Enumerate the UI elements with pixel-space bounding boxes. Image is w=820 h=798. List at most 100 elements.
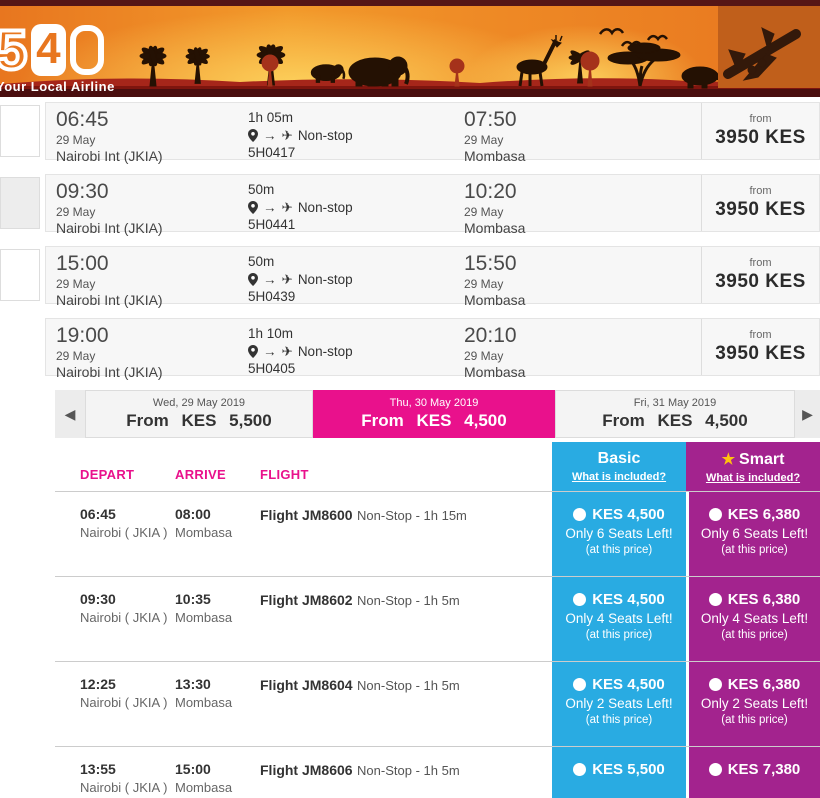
duration-text: 50m [248, 254, 275, 269]
logo-digit-5: 5 [0, 18, 29, 81]
departure-date: 29 May [56, 133, 96, 148]
prev-date-button[interactable]: ◀ [55, 390, 85, 438]
chevron-left-icon: ◀ [64, 405, 76, 422]
date-tab-wed-29-may[interactable]: Wed, 29 May 2019 From KES 5,500 [85, 390, 313, 438]
logo-digit-0: 0 [69, 25, 104, 75]
basic-fare-header: Basic What is included? [552, 442, 686, 491]
flight-cell: Flight JM8604 Non-Stop - 1h 5m [260, 662, 552, 746]
flight-number: 5H0405 [248, 361, 296, 377]
smart-what-is-included-link[interactable]: What is included? [705, 471, 801, 484]
from-label: from [749, 257, 772, 269]
price-amount: 3950 KES [715, 199, 806, 220]
fare-radio-button[interactable] [708, 763, 722, 776]
date-carousel: ◀ Wed, 29 May 2019 From KES 5,500 Thu, 3… [55, 390, 820, 438]
departure-date: 29 May [56, 277, 96, 292]
plane-icon: ✈ [281, 199, 293, 215]
duration-block: 50m → ✈ Non-stop 5H0441 [248, 181, 353, 234]
from-label: from [749, 329, 772, 341]
duration-text: 1h 05m [248, 110, 294, 125]
date-tab-thu-30-may-selected[interactable]: Thu, 30 May 2019 From KES 4,500 [313, 390, 555, 438]
stops-text: Non-stop [297, 343, 353, 359]
basic-fare-option[interactable]: KES 4,500 Only 4 Seats Left! (at this pr… [552, 577, 686, 661]
flight-card[interactable]: 19:00 29 May Nairobi Int (JKIA) 1h 10m →… [45, 318, 820, 380]
flying-birds-icon [598, 28, 668, 48]
arrival-block: 10:20 29 May Mombasa [464, 179, 525, 238]
acacia-tree-icon [607, 42, 681, 87]
fare-radio-button[interactable] [573, 508, 587, 521]
basic-fare-option[interactable]: KES 4,500 Only 2 Seats Left! (at this pr… [552, 662, 686, 746]
price-block[interactable]: from 3950 KES [701, 247, 819, 303]
basic-fare-option[interactable]: KES 5,500 [552, 747, 686, 798]
airline-logo-box [0, 177, 40, 229]
price-note: (at this price) [585, 544, 653, 556]
arrival-date: 29 May [464, 349, 504, 364]
arrival-airport: Mombasa [464, 220, 526, 237]
departure-time: 15:00 [56, 252, 109, 275]
fare-table: DEPART ARRIVE FLIGHT Basic What is inclu… [55, 442, 820, 798]
arrive-column-header: ARRIVE [175, 467, 226, 482]
tab-date: Wed, 29 May 2019 [152, 396, 246, 409]
arrival-time: 20:10 [464, 324, 517, 347]
seats-left-text: Only 6 Seats Left! [700, 526, 809, 541]
price-block[interactable]: from 3950 KES [701, 319, 819, 375]
from-label: from [749, 185, 772, 197]
flight-card[interactable]: 06:45 29 May Nairobi Int (JKIA) 1h 05m →… [45, 102, 820, 164]
fare-radio-button[interactable] [708, 508, 722, 521]
price-note: (at this price) [585, 629, 653, 641]
banner-header: 5 4 0 Your Local Airline [0, 0, 820, 97]
safari-sunset-banner [0, 0, 820, 97]
fare-radio-button[interactable] [708, 678, 722, 691]
smart-fare-option[interactable]: KES 6,380 Only 2 Seats Left! (at this pr… [686, 662, 820, 746]
fare-radio-button[interactable] [573, 763, 587, 776]
plane-icon: ✈ [281, 127, 293, 143]
basic-fare-option[interactable]: KES 4,500 Only 6 Seats Left! (at this pr… [552, 492, 686, 576]
airline-logo-slot [0, 102, 45, 160]
duration-block: 1h 05m → ✈ Non-stop 5H0417 [248, 109, 353, 162]
stops-text: Non-stop [297, 127, 353, 143]
price-block[interactable]: from 3950 KES [701, 175, 819, 231]
elephant-icon [348, 56, 410, 87]
plane-icon: ✈ [281, 343, 293, 359]
arrival-airport: Mombasa [464, 364, 526, 381]
arrive-cell: 15:00 Mombasa [175, 761, 233, 796]
flight-code: Flight JM8600 [260, 507, 353, 523]
flight-code: Flight JM8604 [260, 677, 353, 693]
bottom-bar [0, 89, 820, 97]
flight-code: Flight JM8602 [260, 592, 353, 608]
date-tab-fri-31-may[interactable]: Fri, 31 May 2019 From KES 4,500 [555, 390, 795, 438]
palm-tree-icon [185, 47, 210, 84]
next-date-button[interactable]: ▶ [795, 390, 820, 438]
depart-cell: 06:45 Nairobi ( JKIA ) [80, 506, 168, 541]
depart-cell: 09:30 Nairobi ( JKIA ) [80, 591, 168, 626]
map-pin-icon [248, 128, 258, 142]
flight-card[interactable]: 15:00 29 May Nairobi Int (JKIA) 50m → ✈ … [45, 246, 820, 308]
map-pin-icon [248, 200, 258, 214]
airline-logo-slot [0, 174, 45, 232]
arrival-airport: Mombasa [464, 292, 526, 309]
smart-label: ★ Smart [721, 450, 785, 468]
smart-fare-option[interactable]: KES 6,380 Only 4 Seats Left! (at this pr… [686, 577, 820, 661]
flight-card[interactable]: 09:30 29 May Nairobi Int (JKIA) 50m → ✈ … [45, 174, 820, 236]
fare-radio-button[interactable] [573, 593, 587, 606]
fare-table-row: 06:45 Nairobi ( JKIA ) 08:00 Mombasa Fli… [55, 492, 820, 577]
flight-result-row: 06:45 29 May Nairobi Int (JKIA) 1h 05m →… [0, 102, 820, 164]
arrival-time: 07:50 [464, 108, 517, 131]
baby-elephant-icon [310, 64, 346, 83]
map-pin-icon [248, 344, 258, 358]
basic-what-is-included-link[interactable]: What is included? [571, 471, 667, 483]
flight-details: Non-Stop - 1h 15m [357, 508, 467, 523]
depart-cell: 12:25 Nairobi ( JKIA ) [80, 676, 168, 711]
flight-number: 5H0439 [248, 289, 296, 305]
fare-radio-button[interactable] [708, 593, 722, 606]
smart-fare-header: ★ Smart What is included? [686, 442, 820, 491]
depart-column-header: DEPART [80, 467, 135, 482]
palm-tree-icon [139, 45, 167, 87]
smart-fare-option[interactable]: KES 6,380 Only 6 Seats Left! (at this pr… [686, 492, 820, 576]
flight-result-row: 19:00 29 May Nairobi Int (JKIA) 1h 10m →… [0, 318, 820, 380]
flight-results-list: 06:45 29 May Nairobi Int (JKIA) 1h 05m →… [0, 97, 820, 380]
fare-radio-button[interactable] [573, 678, 587, 691]
smart-fare-option[interactable]: KES 7,380 [686, 747, 820, 798]
departure-block: 09:30 29 May Nairobi Int (JKIA) [56, 179, 163, 238]
price-block[interactable]: from 3950 KES [701, 103, 819, 159]
tab-price: From KES 4,500 [602, 411, 748, 431]
